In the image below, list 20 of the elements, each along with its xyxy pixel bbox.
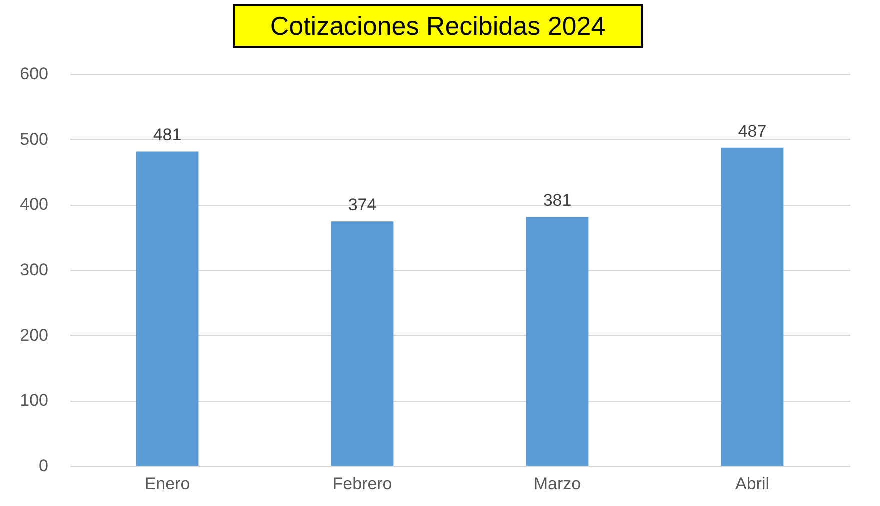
y-tick-label: 300 bbox=[20, 260, 48, 280]
y-tick-label: 200 bbox=[20, 326, 48, 345]
bar bbox=[136, 152, 199, 466]
bar bbox=[721, 148, 784, 466]
x-tick-label: Marzo bbox=[534, 474, 582, 494]
chart-title: Cotizaciones Recibidas 2024 bbox=[233, 4, 643, 48]
y-tick-label: 0 bbox=[39, 456, 48, 476]
data-label: 381 bbox=[543, 191, 572, 210]
data-label: 481 bbox=[153, 126, 182, 145]
y-tick-label: 500 bbox=[20, 130, 48, 149]
y-tick-label: 100 bbox=[20, 391, 48, 410]
bar bbox=[526, 217, 589, 466]
data-label: 374 bbox=[348, 196, 377, 215]
y-tick-label: 400 bbox=[20, 195, 48, 214]
x-tick-label: Febrero bbox=[332, 474, 392, 494]
data-label: 487 bbox=[738, 122, 767, 141]
x-tick-label: Abril bbox=[735, 474, 770, 494]
bar bbox=[331, 222, 394, 466]
y-tick-label: 600 bbox=[20, 64, 48, 84]
x-tick-label: Enero bbox=[144, 474, 190, 494]
